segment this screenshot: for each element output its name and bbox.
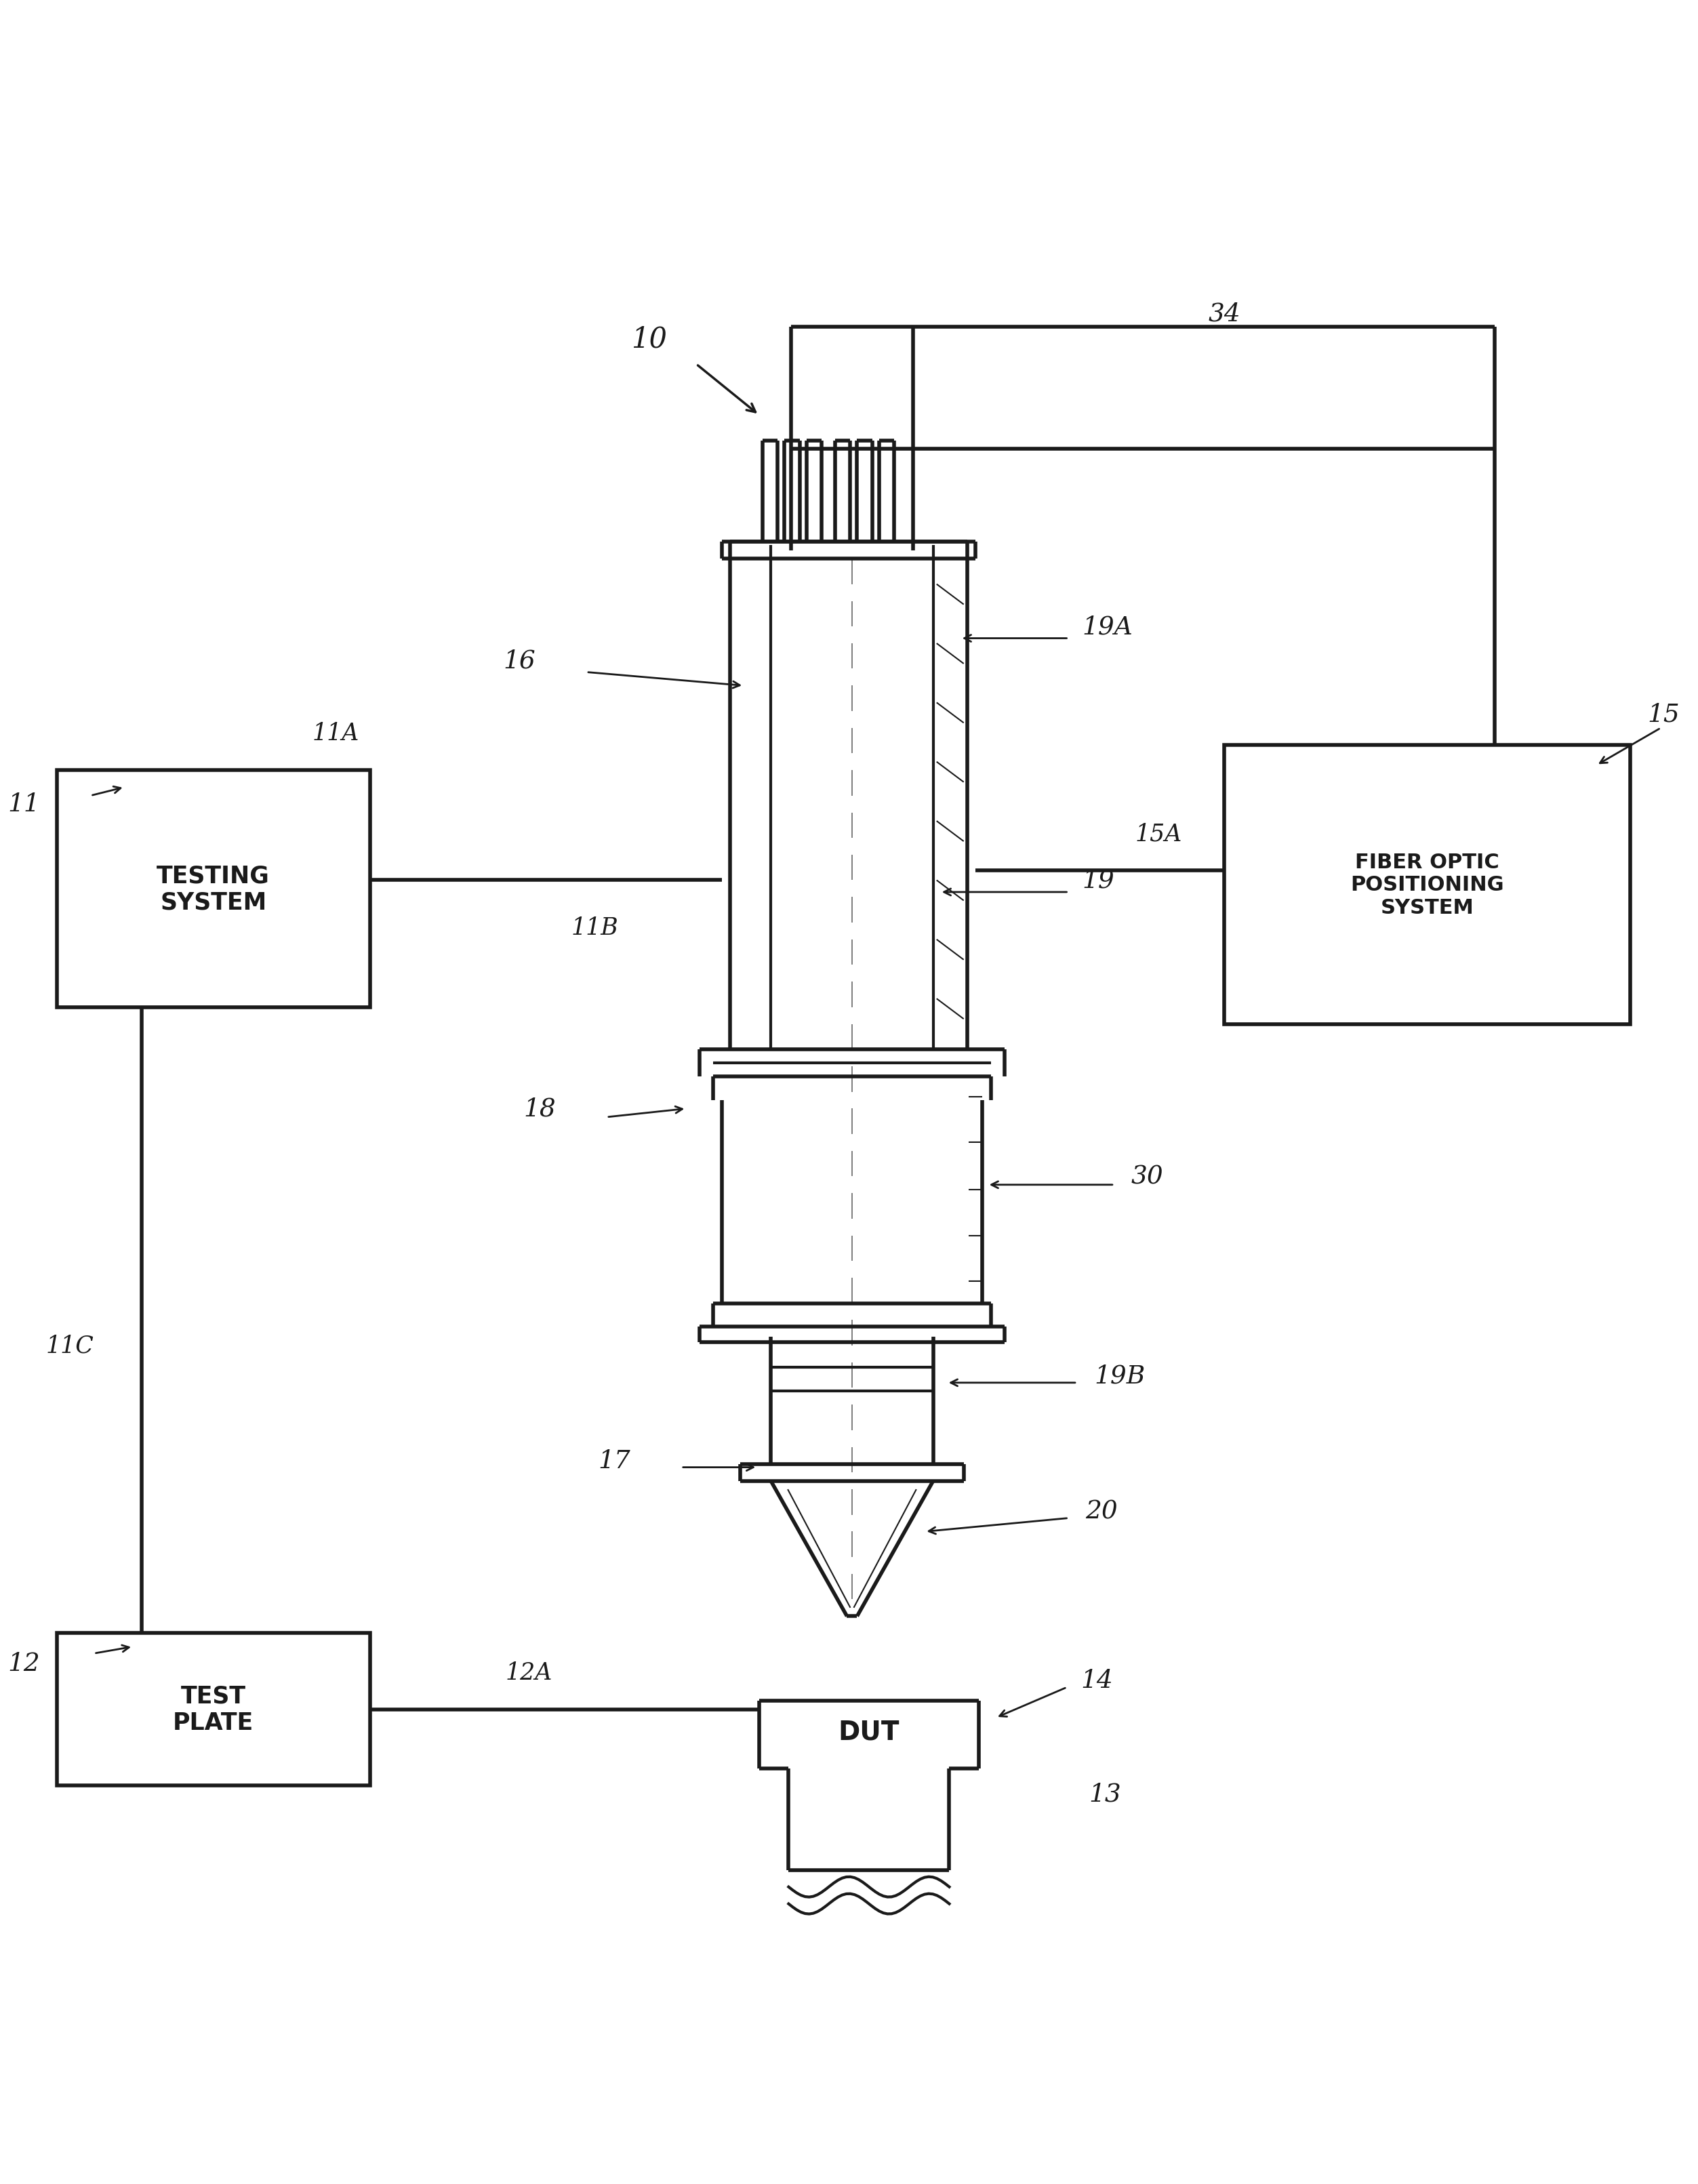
Text: 18: 18: [523, 1096, 555, 1120]
Text: 12: 12: [7, 1651, 39, 1675]
Text: 14: 14: [1080, 1669, 1112, 1693]
Text: FIBER OPTIC
POSITIONING
SYSTEM: FIBER OPTIC POSITIONING SYSTEM: [1350, 852, 1504, 917]
Text: 11A: 11A: [312, 723, 360, 745]
Text: 19: 19: [1082, 869, 1114, 893]
Text: 10: 10: [632, 325, 667, 354]
Text: 20: 20: [1085, 1498, 1117, 1524]
Text: 34: 34: [1207, 301, 1241, 325]
Text: 19B: 19B: [1094, 1365, 1144, 1389]
Text: 17: 17: [598, 1448, 630, 1472]
Text: 13: 13: [1088, 1782, 1121, 1806]
Text: TEST
PLATE: TEST PLATE: [173, 1684, 253, 1734]
Text: 15: 15: [1647, 703, 1679, 727]
Text: 12A: 12A: [506, 1660, 552, 1684]
Text: TESTING
SYSTEM: TESTING SYSTEM: [156, 865, 270, 913]
Bar: [56, 771, 370, 1007]
Text: 16: 16: [503, 649, 535, 673]
Text: DUT: DUT: [839, 1719, 900, 1745]
Text: 11: 11: [7, 793, 39, 817]
Text: 11C: 11C: [46, 1334, 93, 1356]
Bar: [1224, 745, 1630, 1024]
Text: 15A: 15A: [1134, 821, 1182, 845]
Text: 30: 30: [1131, 1164, 1163, 1188]
Text: 11B: 11B: [571, 917, 618, 939]
Bar: [56, 1634, 370, 1787]
Text: 19A: 19A: [1082, 614, 1133, 640]
